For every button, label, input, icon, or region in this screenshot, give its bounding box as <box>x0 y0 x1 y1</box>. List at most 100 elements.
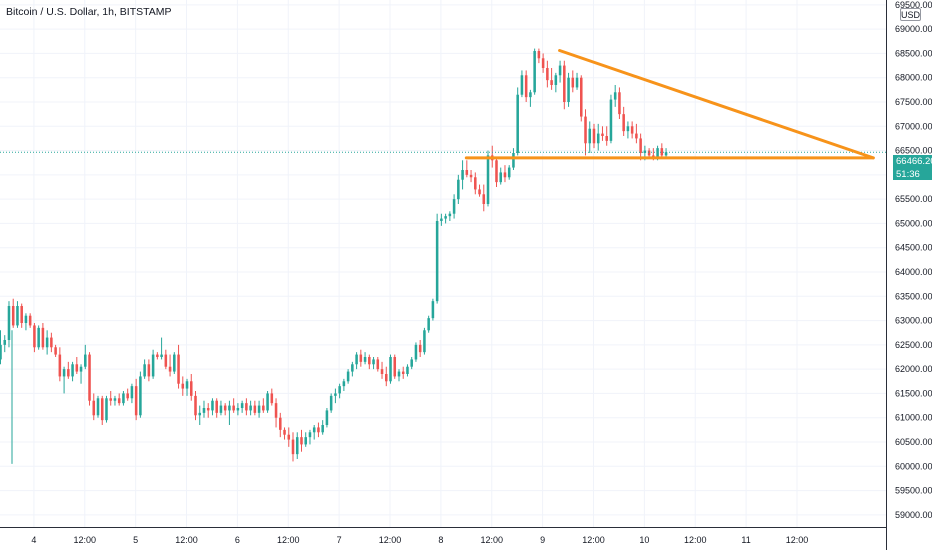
time-tick-label: 9 <box>540 535 545 545</box>
candle-up <box>516 94 519 153</box>
price-tick-label: 65000.00 <box>895 218 932 228</box>
price-tick-label: 68500.00 <box>895 48 932 58</box>
candle-up <box>588 128 592 144</box>
candle-up <box>567 77 570 102</box>
candlestick-series <box>0 48 668 464</box>
candle-down <box>164 354 168 367</box>
candle-up <box>440 218 443 221</box>
price-tick-label: 67000.00 <box>895 121 932 131</box>
candle-up <box>105 398 108 421</box>
candle-up <box>257 405 261 413</box>
candle-down <box>67 369 70 377</box>
candle-down <box>54 347 57 355</box>
candle-up <box>173 354 176 372</box>
candle-down <box>592 128 596 144</box>
candle-down <box>279 417 282 430</box>
time-axis[interactable]: 4 12:00 5 12:00 6 12:00 7 12:00 8 12:00 9 12:00 10 12… <box>31 535 808 545</box>
candle-down <box>134 386 138 416</box>
currency-button[interactable]: USD <box>900 8 921 21</box>
candle-down <box>563 65 566 102</box>
candle-down <box>274 403 278 418</box>
price-tick-label: 68000.00 <box>895 73 932 83</box>
price-tick-label: 61000.00 <box>895 413 932 423</box>
candle-up <box>79 366 83 372</box>
price-tick-label: 59000.00 <box>895 510 932 520</box>
candle-down <box>474 177 477 190</box>
time-tick-label: 4 <box>31 535 36 545</box>
candle-down <box>245 403 248 411</box>
candle-up <box>24 315 28 323</box>
candle-up <box>219 405 223 413</box>
price-tick-label: 67500.00 <box>895 97 932 107</box>
candle-up <box>410 359 413 367</box>
candle-up <box>151 354 155 377</box>
candle-up <box>202 408 206 413</box>
candle-down <box>368 357 371 365</box>
candle-up <box>342 381 346 387</box>
candle-down <box>11 306 15 326</box>
candle-down <box>232 405 235 411</box>
candle-up <box>325 410 329 425</box>
price-axis[interactable]: 59000.00 59500.00 60000.00 60500.00 61000.00… <box>895 0 932 520</box>
last-price-label: 66466.20 51:36 <box>893 155 932 180</box>
candle-up <box>304 437 307 445</box>
candle-up <box>139 376 142 416</box>
candle-down <box>181 383 185 389</box>
time-tick-label: 12:00 <box>277 535 300 545</box>
candle-up <box>486 155 490 204</box>
candle-down <box>177 354 180 384</box>
candle-down <box>418 344 422 353</box>
candle-down <box>571 77 575 88</box>
candle-up <box>372 359 375 365</box>
price-tick-label: 62500.00 <box>895 340 932 350</box>
time-tick-label: 12:00 <box>786 535 809 545</box>
candle-up <box>338 386 341 394</box>
candle-up <box>0 344 2 360</box>
candle-up <box>427 318 430 331</box>
chart-drawings[interactable] <box>0 49 886 160</box>
price-tick-label: 66500.00 <box>895 146 932 156</box>
candle-up <box>329 395 333 411</box>
candle-up <box>84 354 87 367</box>
candle-down <box>647 150 651 156</box>
time-tick-label: 7 <box>337 535 342 545</box>
candle-up <box>529 92 532 98</box>
candle-down <box>270 393 274 404</box>
price-tick-label: 65500.00 <box>895 194 932 204</box>
candle-up <box>113 398 117 401</box>
candle-up <box>7 306 11 340</box>
candle-up <box>533 51 536 93</box>
time-tick-label: 11 <box>741 535 750 545</box>
candle-up <box>228 405 231 411</box>
candle-up <box>45 337 49 348</box>
candle-down <box>58 354 62 377</box>
candle-down <box>550 80 553 85</box>
candle-up <box>236 408 240 411</box>
time-tick-label: 5 <box>133 535 138 545</box>
candle-up <box>363 357 367 362</box>
candle-down <box>300 437 303 445</box>
candle-down <box>215 400 218 413</box>
candle-up <box>444 216 447 219</box>
price-tick-label: 63000.00 <box>895 316 932 326</box>
candle-up <box>613 92 617 100</box>
candle-up <box>643 150 647 153</box>
candle-down <box>524 75 528 98</box>
price-tick-label: 62000.00 <box>895 364 932 374</box>
candle-down <box>92 400 96 416</box>
candle-up <box>664 152 668 156</box>
candle-down <box>393 357 397 377</box>
candle-up <box>130 386 134 399</box>
candle-up <box>249 405 252 411</box>
candle-up <box>211 400 214 411</box>
candle-up <box>431 301 435 319</box>
candle-down <box>465 170 469 175</box>
time-tick-label: 10 <box>639 535 649 545</box>
candle-up <box>397 371 401 377</box>
candle-up <box>16 306 19 326</box>
time-tick-label: 12:00 <box>480 535 503 545</box>
candle-up <box>448 213 452 217</box>
candle-up <box>558 65 562 76</box>
candle-up <box>626 126 630 132</box>
